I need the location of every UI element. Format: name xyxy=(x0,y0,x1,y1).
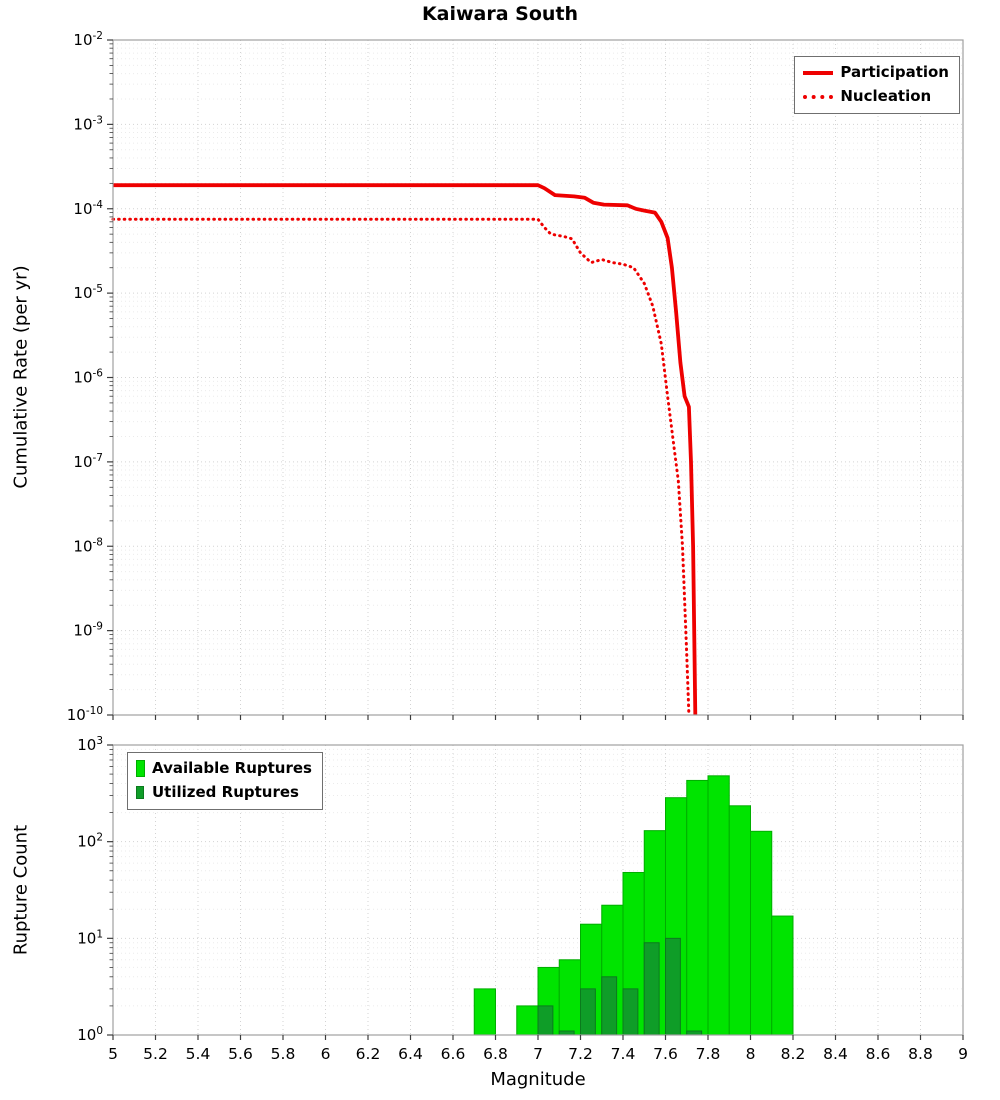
x-tick-label: 6.8 xyxy=(483,1045,508,1063)
top-y-axis-label: Cumulative Rate (per yr) xyxy=(10,265,32,489)
utilized-ruptures-bar xyxy=(643,942,660,1036)
legend-entry-participation: Participation xyxy=(803,63,949,81)
x-tick-label: 5.4 xyxy=(186,1045,211,1063)
available-ruptures-bar xyxy=(558,959,581,1036)
x-tick-label: 5 xyxy=(108,1045,118,1063)
y-tick-label: 103 xyxy=(77,735,103,754)
utilized-ruptures-bar xyxy=(537,1005,554,1036)
y-tick-label: 101 xyxy=(77,928,103,947)
participation-line-sample xyxy=(803,70,834,75)
legend-label-available: Available Ruptures xyxy=(152,759,312,777)
x-tick-label: 6.6 xyxy=(441,1045,466,1063)
x-tick-label: 8.2 xyxy=(781,1045,806,1063)
y-tick-label: 10-3 xyxy=(73,114,103,133)
x-tick-label: 8.4 xyxy=(823,1045,848,1063)
x-tick-label: 8.6 xyxy=(866,1045,891,1063)
legend-label-participation: Participation xyxy=(840,63,949,81)
y-tick-label: 10-6 xyxy=(73,368,103,387)
rate-legend: Participation Nucleation xyxy=(794,56,960,114)
available-ruptures-bar xyxy=(728,805,751,1036)
legend-label-utilized: Utilized Ruptures xyxy=(152,783,299,802)
x-tick-label: 9 xyxy=(958,1045,968,1063)
available-ruptures-bar xyxy=(686,779,709,1036)
rupture-legend: Available Ruptures Utilized Ruptures xyxy=(127,752,323,810)
y-tick-label: 10-2 xyxy=(73,30,103,49)
available-ruptures-bar xyxy=(473,988,496,1036)
utilized-ruptures-bar xyxy=(622,988,639,1036)
y-tick-label: 10-4 xyxy=(73,199,103,218)
participation-line xyxy=(113,183,698,716)
utilized-ruptures-bar xyxy=(665,937,681,1036)
legend-entry-utilized: Utilized Ruptures xyxy=(136,783,312,802)
x-tick-label: 8.8 xyxy=(908,1045,933,1063)
legend-label-nucleation: Nucleation xyxy=(840,87,932,106)
nucleation-line-sample xyxy=(803,94,834,99)
available-ruptures-bar xyxy=(771,915,794,1036)
utilized-ruptures-bar xyxy=(580,988,596,1036)
y-tick-label: 102 xyxy=(77,832,103,851)
legend-entry-nucleation: Nucleation xyxy=(803,87,949,106)
x-tick-label: 5.2 xyxy=(143,1045,168,1063)
y-tick-label: 10-7 xyxy=(73,452,103,471)
available-ruptures-bar xyxy=(516,1005,539,1036)
legend-entry-available: Available Ruptures xyxy=(136,759,312,778)
cumulative-rate-plot: 10-10 10-9 10-8 10-7 10-6 10-5 10-4 10-3 10-2 xyxy=(67,30,964,724)
plot-title: Kaiwara South xyxy=(421,3,579,25)
x-tick-label: 6 xyxy=(321,1045,331,1063)
available-bar-sample xyxy=(136,760,145,778)
utilized-bar-sample xyxy=(136,786,144,800)
available-ruptures-bar xyxy=(707,775,730,1036)
x-tick-label: 7.2 xyxy=(568,1045,593,1063)
y-tick-label: 10-10 xyxy=(67,705,103,724)
bottom-y-axis-label: Rupture Count xyxy=(10,824,32,956)
y-tick-label: 10-5 xyxy=(73,283,103,302)
x-tick-label: 7 xyxy=(533,1045,543,1063)
nucleation-line xyxy=(111,217,691,717)
x-tick-label: 7.6 xyxy=(653,1045,678,1063)
y-tick-label: 10-9 xyxy=(73,621,103,640)
x-tick-label: 5.6 xyxy=(228,1045,253,1063)
y-tick-label: 10-8 xyxy=(73,536,103,555)
x-tick-label: 7.4 xyxy=(611,1045,636,1063)
available-ruptures-bar xyxy=(750,830,773,1036)
x-tick-label: 5.8 xyxy=(271,1045,296,1063)
x-tick-label: 6.2 xyxy=(356,1045,381,1063)
x-tick-label: 7.8 xyxy=(696,1045,721,1063)
x-tick-label: 8 xyxy=(746,1045,756,1063)
x-tick-label: 6.4 xyxy=(398,1045,423,1063)
x-axis-label: Magnitude xyxy=(490,1069,586,1090)
utilized-ruptures-bar xyxy=(601,976,618,1036)
y-tick-label: 100 xyxy=(77,1025,103,1044)
